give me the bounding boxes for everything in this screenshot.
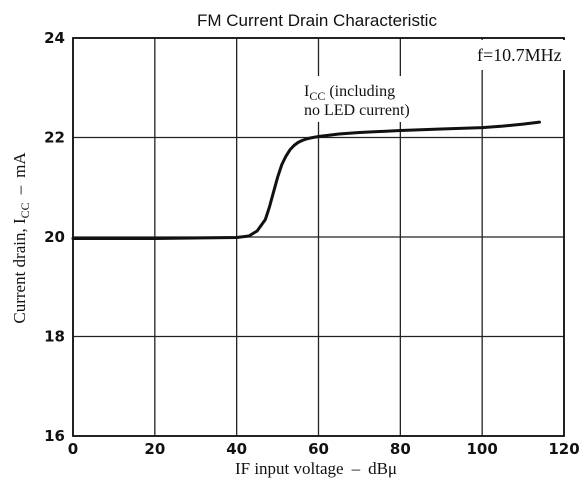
freq-annotation: f=10.7MHz <box>477 45 562 65</box>
x-tick-label: 60 <box>308 440 329 458</box>
y-axis-label-sub: CC <box>18 202 32 218</box>
y-axis-label: Current drain, ICC – mA <box>10 152 32 324</box>
y-axis-label-main: Current drain, I <box>10 218 29 324</box>
y-tick-labels: 16 18 20 22 24 <box>44 29 65 445</box>
y-tick-label: 18 <box>44 328 65 346</box>
x-tick-labels: 0 20 40 60 80 100 120 <box>68 440 580 458</box>
freq-annotation-bg <box>474 40 570 70</box>
series-label-rest: (including <box>325 83 395 100</box>
y-tick-label: 16 <box>44 427 65 445</box>
series-label-line2: no LED current) <box>304 102 410 119</box>
x-axis-label-main: IF input voltage <box>235 459 344 478</box>
icc-curve <box>71 120 541 240</box>
series-label-main: I <box>304 83 309 100</box>
x-axis-label-unit: dBμ <box>368 459 397 478</box>
y-tick-label: 24 <box>44 29 65 47</box>
x-tick-label: 0 <box>68 440 78 458</box>
y-axis-label-unit: mA <box>10 152 29 178</box>
series-label-bg <box>300 76 466 122</box>
y-tick-label: 20 <box>44 228 65 246</box>
x-axis-label-dash: – <box>351 459 361 478</box>
series-label-line1: ICC (including <box>304 83 395 103</box>
series-label-sub: CC <box>309 89 325 103</box>
x-tick-label: 40 <box>226 440 247 458</box>
x-tick-label: 100 <box>467 440 498 458</box>
chart-title: FM Current Drain Characteristic <box>197 11 437 30</box>
y-tick-label: 22 <box>44 129 65 147</box>
x-tick-label: 120 <box>548 440 579 458</box>
x-axis-label: IF input voltage – dBμ <box>235 459 397 478</box>
x-tick-label: 80 <box>390 440 411 458</box>
y-axis-label-dash: – <box>10 185 29 195</box>
x-tick-label: 20 <box>144 440 165 458</box>
